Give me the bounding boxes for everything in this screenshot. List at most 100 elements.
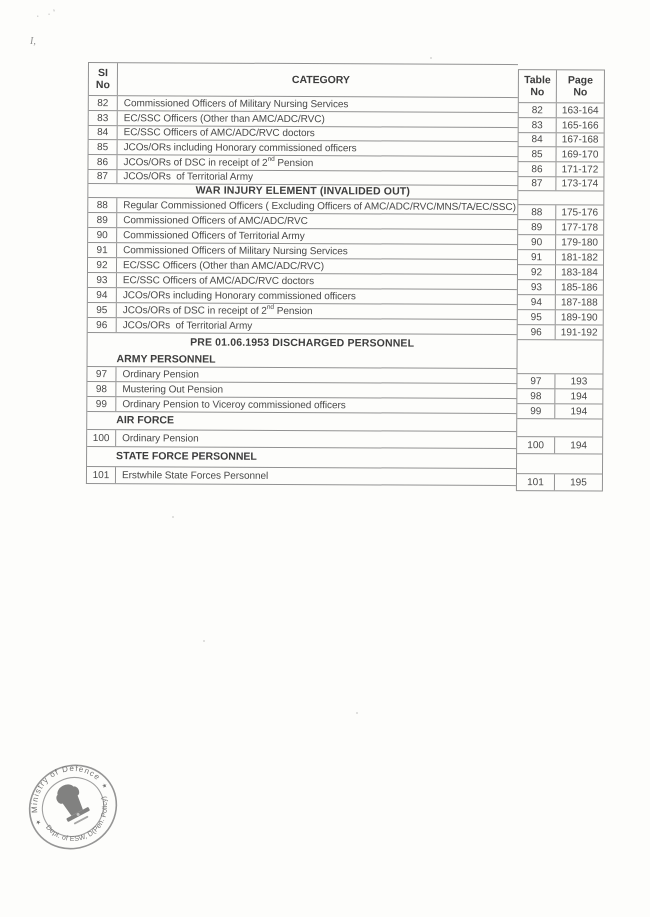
table-no-cell: 90 — [518, 235, 557, 250]
page-no-cell: 173-174 — [561, 178, 599, 190]
table-row: 93 185-186 — [517, 280, 603, 296]
empty-cell — [517, 340, 602, 373]
table-no-cell: 92 — [517, 265, 557, 280]
table-header-row: SI No CATEGORY — [88, 63, 518, 99]
spacer-row — [516, 454, 603, 475]
empty-cell — [517, 419, 602, 436]
si-no-cell: 84 — [88, 126, 118, 140]
pension-index-table: SI No CATEGORY 82 Commissioned Officers … — [85, 62, 605, 492]
si-no-cell: 87 — [88, 170, 118, 184]
table-no-cell: 83 — [518, 118, 557, 133]
si-no-cell: 92 — [87, 258, 118, 273]
category-text: Pension — [274, 157, 314, 169]
pen-mark: I, — [30, 36, 36, 47]
table-row: 86 171-172 — [518, 162, 604, 178]
table-no-cell: 91 — [518, 250, 557, 265]
category-cell: EC/SSC Officers (Other than AMC/ADC/RVC) — [123, 112, 325, 125]
si-no-cell: 91 — [88, 243, 118, 258]
table-no-cell: 87 — [518, 177, 557, 191]
spacer-row — [517, 340, 603, 375]
table-no-cell: 94 — [517, 295, 556, 310]
table-row: 100 194 — [517, 437, 603, 455]
category-text: JCOs/ORs of DSC in receipt of 2 — [123, 156, 268, 169]
category-text: Pension — [273, 305, 313, 317]
category-text: JCOs/ORs of DSC in receipt of 2 — [122, 304, 267, 317]
table-no-cell: 93 — [517, 280, 556, 295]
table-no-cell: 101 — [516, 474, 555, 491]
category-cell: JCOs/ORs of Territorial Army — [123, 171, 253, 183]
si-no-cell: 99 — [87, 397, 117, 412]
si-header-line1: SI — [97, 66, 108, 79]
si-no-cell: 82 — [88, 96, 118, 111]
page-no-cell: 191-192 — [560, 326, 598, 338]
stamp-arc-top-text: Ministry of Defence — [17, 750, 104, 817]
table-no-header-line1: Table — [524, 73, 551, 86]
section-header-row: AIR FORCE — [87, 412, 517, 433]
si-no-cell: 83 — [88, 111, 118, 126]
si-no-cell: 93 — [87, 273, 117, 288]
category-cell: JCOs/ORs including Honorary commissioned… — [122, 289, 356, 302]
table-row: 89 177-178 — [518, 220, 604, 236]
stamp-inner-ring — [41, 776, 105, 838]
page-no-header-line1: Page — [567, 73, 593, 86]
scan-speck — [430, 57, 432, 59]
table-no-cell: 96 — [517, 325, 556, 340]
section-header-war-injury: WAR INJURY ELEMENT (INVALIDED OUT) — [195, 184, 411, 198]
category-cell: Commissioned Officers of AMC/ADC/RVC — [123, 214, 308, 227]
table-row: 101 195 — [516, 474, 602, 491]
si-no-cell: 88 — [88, 198, 118, 213]
table-no-cell: 95 — [517, 310, 556, 325]
page-no-cell: 194 — [570, 439, 588, 451]
pen-mark: · ·’ — [35, 7, 60, 21]
category-cell: JCOs/ORs including Honorary commissioned… — [123, 141, 357, 154]
table-row: 95 189-190 — [517, 310, 603, 326]
table-row: 99 194 — [517, 404, 603, 420]
si-no-cell: 96 — [87, 318, 117, 333]
category-cell: Commissioned Officers of Territorial Arm… — [123, 229, 305, 242]
table-no-cell: 86 — [518, 162, 557, 177]
si-no-cell: 95 — [87, 303, 117, 318]
category-cell: Commissioned Officers of Military Nursin… — [123, 244, 348, 257]
stamp-outer-ring — [28, 764, 118, 850]
table-row: 87 173-174 — [518, 177, 604, 192]
table-row: 88 175-176 — [518, 205, 604, 221]
page-no-cell: 189-190 — [560, 311, 598, 323]
table-no-header-line2: No — [530, 85, 545, 98]
si-no-cell: 101 — [86, 467, 117, 484]
category-cell: EC/SSC Officers of AMC/ADC/RVC doctors — [123, 127, 315, 140]
section-header-row: PRE 01.06.1953 DISCHARGED PERSONNEL — [88, 333, 517, 354]
page-no-cell: 183-184 — [561, 266, 598, 278]
category-cell: Ordinary Pension to Viceroy commissioned… — [122, 398, 346, 411]
page-no-cell: 187-188 — [560, 296, 598, 308]
table-right-columns: Table No Page No 82 163-164 83 165-166 84 1… — [515, 69, 605, 492]
page-no-cell: 169-170 — [561, 148, 599, 160]
page-no-cell: 181-182 — [561, 251, 598, 263]
table-row: 90 179-180 — [518, 235, 604, 251]
category-cell: Ordinary Pension — [122, 432, 199, 445]
page-no-cell: 193 — [570, 375, 588, 387]
ministry-of-defence-stamp: Ministry of Defence ★ ★ Dept. of ESW, D(… — [17, 750, 122, 856]
si-no-cell: 100 — [87, 430, 117, 447]
table-no-cell: 85 — [518, 147, 557, 162]
page-no-header-line2: No — [573, 85, 588, 98]
table-row: 100 Ordinary Pension — [87, 430, 517, 450]
spacer-row — [518, 191, 604, 206]
category-cell: JCOs/ORs of Territorial Army — [122, 319, 253, 332]
section-header-air-force: AIR FORCE — [116, 414, 175, 427]
table-no-cell: 89 — [518, 220, 557, 235]
category-cell: Mustering Out Pension — [122, 383, 224, 396]
si-no-cell: 85 — [88, 140, 118, 155]
section-header-state-force: STATE FORCE PERSONNEL — [116, 450, 257, 463]
table-row: 98 194 — [517, 389, 603, 405]
table-row: 82 163-164 — [518, 103, 604, 119]
scan-speck — [356, 712, 358, 714]
si-no-cell: 86 — [88, 155, 118, 170]
stamp-separator-star-right: ★ — [99, 782, 109, 791]
page-no-cell: 185-186 — [561, 281, 598, 293]
table-row: 97 193 — [517, 374, 603, 390]
page-no-cell: 195 — [570, 476, 587, 488]
table-row: 84 167-168 — [518, 133, 604, 148]
scan-speck — [203, 640, 205, 642]
page-no-cell: 175-176 — [561, 206, 599, 218]
page-no-cell: 163-164 — [561, 104, 599, 116]
